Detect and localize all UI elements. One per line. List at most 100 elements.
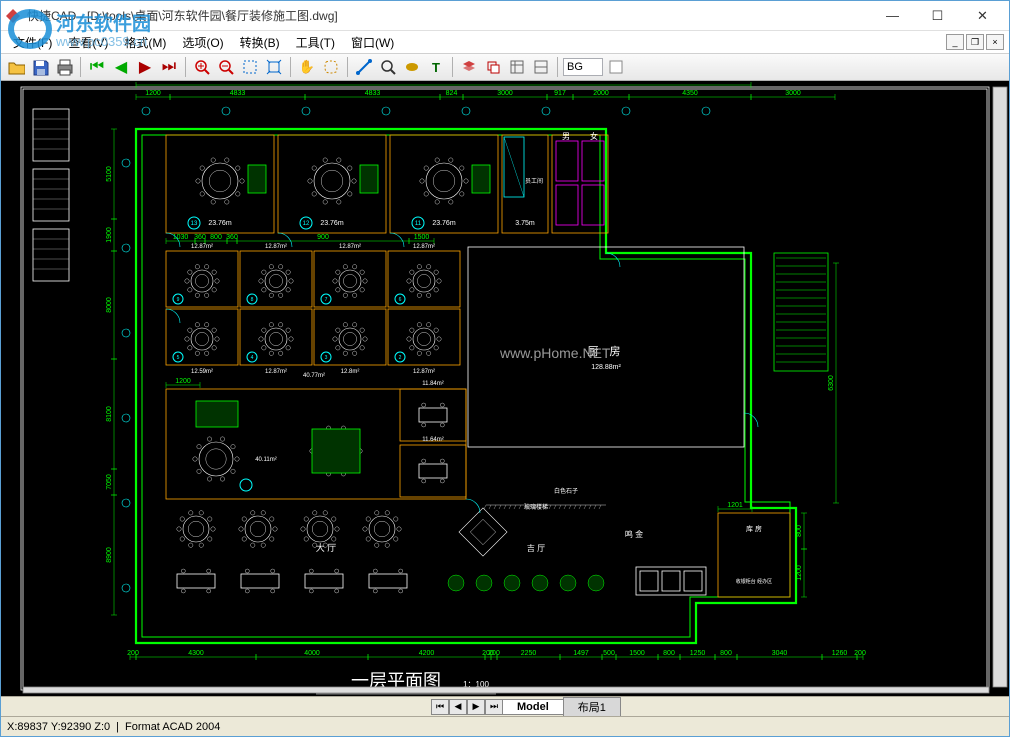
- svg-text:1200: 1200: [145, 90, 161, 97]
- svg-text:4: 4: [251, 355, 254, 361]
- minimize-button[interactable]: —: [870, 2, 915, 30]
- svg-text:大 厅: 大 厅: [316, 542, 337, 553]
- drawing-area[interactable]: 1200483348338243000917200043503000510019…: [1, 81, 1009, 696]
- svg-text:4350: 4350: [682, 90, 698, 97]
- menu-convert[interactable]: 转换(B): [232, 32, 288, 53]
- nav-prev[interactable]: ◀: [110, 56, 132, 78]
- svg-text:3.75m: 3.75m: [515, 220, 535, 227]
- svg-text:1497: 1497: [573, 650, 589, 657]
- close-button[interactable]: ✕: [960, 2, 1005, 30]
- find-button[interactable]: [377, 56, 399, 78]
- svg-text:12.59m²: 12.59m²: [191, 369, 213, 375]
- svg-text:900: 900: [317, 234, 329, 241]
- svg-text:824: 824: [446, 90, 458, 97]
- zoom-out-button[interactable]: [215, 56, 237, 78]
- tab-nav-prev[interactable]: ◀: [449, 699, 467, 715]
- mdi-close[interactable]: ×: [986, 34, 1004, 50]
- tab-nav-last[interactable]: ⏭: [485, 699, 503, 715]
- nav-next[interactable]: ▶: [134, 56, 156, 78]
- svg-text:1500: 1500: [414, 234, 430, 241]
- window-title: 快捷CAD - [D:\tools\桌面\河东软件园\餐厅装修施工图.dwg]: [27, 7, 870, 24]
- svg-text:4200: 4200: [419, 650, 435, 657]
- status-format: Format ACAD 2004: [125, 721, 220, 733]
- svg-text:7: 7: [325, 297, 328, 303]
- svg-text:8100: 8100: [106, 406, 113, 422]
- menu-file[interactable]: 文件(F): [5, 32, 60, 53]
- statusbar: X:89837 Y:92390 Z:0 | Format ACAD 2004: [1, 716, 1009, 736]
- svg-text:1900: 1900: [106, 227, 113, 243]
- highlight-button[interactable]: [401, 56, 423, 78]
- svg-text:13: 13: [191, 221, 198, 227]
- svg-text:玻璃楼梯: 玻璃楼梯: [524, 503, 548, 511]
- nav-last[interactable]: ⏭: [158, 56, 180, 78]
- menu-view[interactable]: 查看(V): [60, 32, 116, 53]
- svg-text:12.87m²: 12.87m²: [265, 244, 287, 250]
- svg-text:12.87m²: 12.87m²: [265, 369, 287, 375]
- svg-text:360: 360: [194, 234, 206, 241]
- svg-text:11.84m²: 11.84m²: [422, 381, 444, 387]
- tab-model[interactable]: Model: [502, 699, 564, 715]
- zoom-window-button[interactable]: [239, 56, 261, 78]
- export-dwg-button[interactable]: [506, 56, 528, 78]
- svg-text:2: 2: [399, 355, 402, 361]
- menu-tools[interactable]: 工具(T): [288, 32, 343, 53]
- zoom-in-button[interactable]: [191, 56, 213, 78]
- svg-text:1250: 1250: [690, 650, 706, 657]
- open-button[interactable]: [5, 56, 27, 78]
- menu-window[interactable]: 窗口(W): [343, 32, 402, 53]
- menu-format[interactable]: 格式(M): [116, 32, 174, 53]
- nav-first[interactable]: ⏮: [86, 56, 108, 78]
- menu-options[interactable]: 选项(O): [174, 32, 231, 53]
- svg-text:1201: 1201: [727, 502, 743, 509]
- toolbar: ⏮ ◀ ▶ ⏭ ✋ T: [1, 53, 1009, 81]
- bg-pick-button[interactable]: [605, 56, 627, 78]
- save-button[interactable]: [29, 56, 51, 78]
- svg-text:3: 3: [325, 355, 328, 361]
- app-icon: [5, 8, 21, 24]
- status-coords: X:89837 Y:92390 Z:0: [7, 721, 110, 733]
- svg-text:6: 6: [399, 297, 402, 303]
- svg-text:男: 男: [562, 132, 570, 141]
- print-button[interactable]: [53, 56, 75, 78]
- svg-text:12.87m²: 12.87m²: [413, 369, 435, 375]
- svg-text:7050: 7050: [106, 474, 113, 490]
- svg-text:3000: 3000: [785, 90, 801, 97]
- svg-text:11: 11: [415, 221, 422, 227]
- svg-text:4833: 4833: [365, 90, 381, 97]
- menubar: 文件(F) 查看(V) 格式(M) 选项(O) 转换(B) 工具(T) 窗口(W…: [1, 31, 1009, 53]
- svg-text:8: 8: [251, 297, 254, 303]
- layer-button[interactable]: [458, 56, 480, 78]
- svg-text:4300: 4300: [188, 650, 204, 657]
- svg-text:吉 厅: 吉 厅: [527, 544, 545, 553]
- text-button[interactable]: T: [425, 56, 447, 78]
- svg-text:1500: 1500: [629, 650, 645, 657]
- svg-text:200: 200: [488, 650, 500, 657]
- bg-input[interactable]: [563, 58, 603, 76]
- maximize-button[interactable]: ☐: [915, 2, 960, 30]
- main-window: 快捷CAD - [D:\tools\桌面\河东软件园\餐厅装修施工图.dwg] …: [0, 0, 1010, 737]
- svg-text:1260: 1260: [832, 650, 848, 657]
- copy-button[interactable]: [482, 56, 504, 78]
- mdi-restore[interactable]: ❐: [966, 34, 984, 50]
- zoom-extents-button[interactable]: [263, 56, 285, 78]
- tab-nav-next[interactable]: ▶: [467, 699, 485, 715]
- region-button[interactable]: [320, 56, 342, 78]
- svg-text:收银柜台 经办区: 收银柜台 经办区: [736, 578, 772, 585]
- mdi-minimize[interactable]: _: [946, 34, 964, 50]
- svg-text:40.11m²: 40.11m²: [255, 457, 277, 463]
- svg-text:360: 360: [226, 234, 238, 241]
- pan-button[interactable]: ✋: [296, 56, 318, 78]
- svg-text:女: 女: [590, 131, 598, 141]
- svg-text:800: 800: [210, 234, 222, 241]
- tab-layout1[interactable]: 布局1: [563, 697, 621, 717]
- svg-text:11.64m²: 11.64m²: [422, 437, 444, 443]
- svg-text:白色石子: 白色石子: [554, 487, 578, 495]
- svg-text:12.87m²: 12.87m²: [339, 244, 361, 250]
- export-dxf-button[interactable]: [530, 56, 552, 78]
- measure-button[interactable]: [353, 56, 375, 78]
- svg-text:23.76m: 23.76m: [432, 220, 456, 227]
- tab-nav-first[interactable]: ⏮: [431, 699, 449, 715]
- svg-text:800: 800: [796, 525, 803, 537]
- svg-text:2250: 2250: [521, 650, 537, 657]
- svg-text:12.8m²: 12.8m²: [341, 369, 360, 375]
